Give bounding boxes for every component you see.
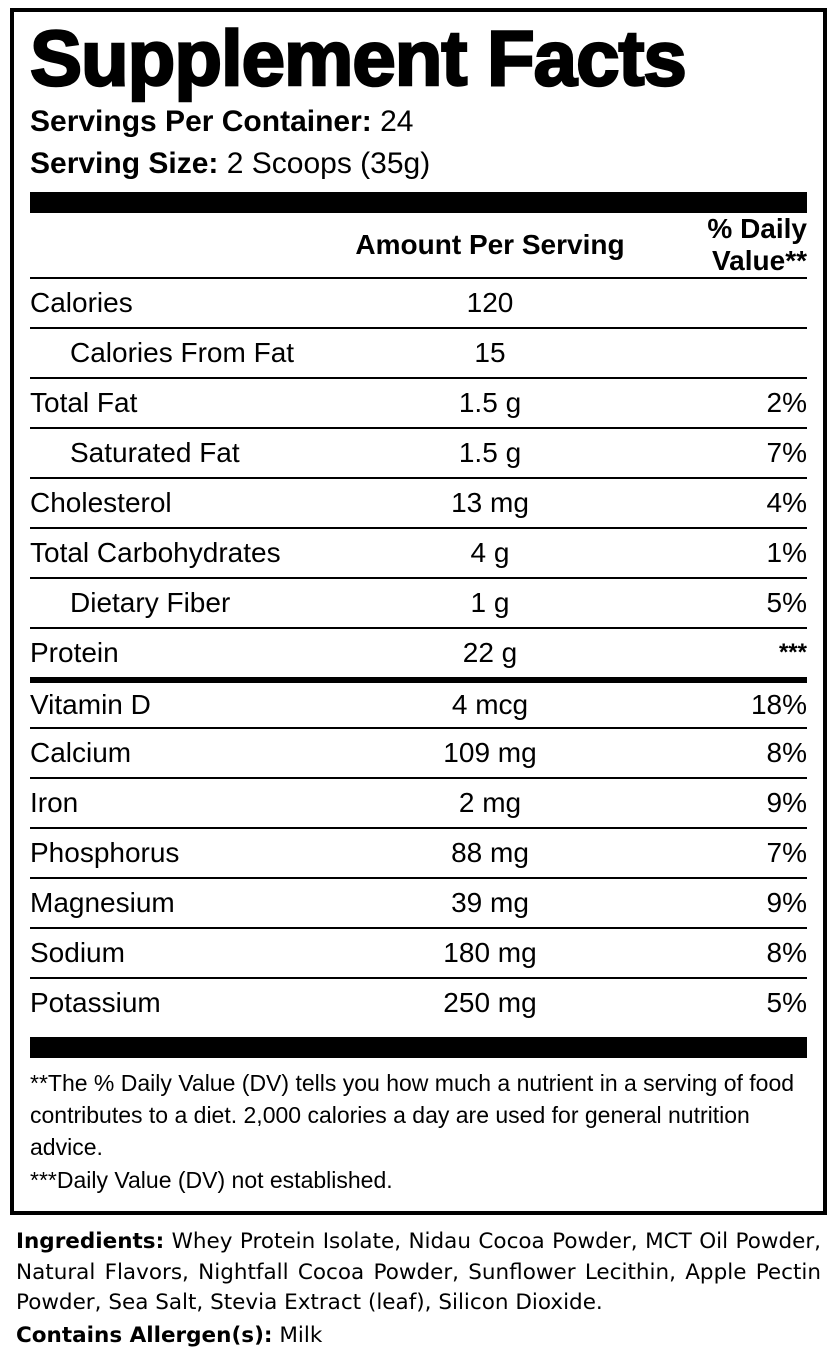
nutrient-name: Total Carbohydrates [30, 537, 281, 569]
nutrient-dv: 5% [766, 587, 807, 619]
ingredients-paragraph: Ingredients: Whey Protein Isolate, Nidau… [16, 1227, 821, 1319]
nutrient-amount: 1.5 g [458, 387, 522, 419]
table-row-calories: Calories 120 [30, 277, 807, 327]
nutrient-amount: 250 mg [443, 987, 537, 1019]
table-row-protein: Protein 22 g *** [30, 627, 807, 677]
panel-title: Supplement Facts [29, 14, 688, 102]
table-row-potassium: Potassium 250 mg 5% [30, 977, 807, 1027]
nutrient-amount: 39 mg [451, 887, 529, 919]
ingredients-label: Ingredients: [16, 1229, 165, 1255]
daily-value-footnote: **The % Daily Value (DV) tells you how m… [30, 1070, 795, 1160]
nutrient-name: Calcium [30, 737, 132, 769]
nutrient-dv: 7% [766, 437, 807, 469]
table-row-saturated-fat: Saturated Fat 1.5 g 7% [30, 427, 807, 477]
nutrient-name: Dietary Fiber [70, 587, 231, 619]
table-header-row: Amount Per Serving % Daily Value** [30, 213, 807, 277]
nutrient-dv: 5% [766, 987, 807, 1019]
serving-size-label: Serving Size: [30, 146, 219, 180]
table-row-vitamin-d: Vitamin D 4 mcg 18% [30, 677, 807, 727]
nutrient-name: Calories [30, 287, 133, 319]
nutrient-dv: 9% [766, 887, 807, 919]
serving-size-value: 2 Scoops (35g) [226, 146, 431, 180]
table-row-magnesium: Magnesium 39 mg 9% [30, 877, 807, 927]
allergen-line: Contains Allergen(s): Milk [16, 1321, 821, 1352]
nutrient-amount: 120 [466, 287, 514, 319]
nutrient-amount: 22 g [462, 637, 518, 669]
nutrient-amount: 4 g [470, 537, 510, 569]
nutrient-dv: 8% [766, 737, 807, 769]
nutrient-name: Iron [30, 787, 79, 819]
footnotes: **The % Daily Value (DV) tells you how m… [30, 1068, 807, 1197]
nutrient-dv: 9% [766, 787, 807, 819]
nutrient-name: Calories From Fat [70, 337, 295, 369]
nutrient-amount: 1.5 g [458, 437, 522, 469]
nutrient-amount: 1 g [470, 587, 510, 619]
allergen-value: Milk [279, 1322, 323, 1348]
nutrient-amount: 4 mcg [451, 689, 529, 721]
servings-per-container-label: Servings Per Container: [30, 105, 372, 139]
nutrient-name: Total Fat [30, 387, 138, 419]
header-percent-daily-value: % Daily Value** [707, 213, 807, 277]
nutrient-dv: 7% [766, 837, 807, 869]
nutrient-amount: 13 mg [451, 487, 529, 519]
nutrient-amount: 15 [474, 337, 506, 369]
nutrient-name: Vitamin D [30, 689, 151, 721]
nutrient-name: Magnesium [30, 887, 175, 919]
table-row-cholesterol: Cholesterol 13 mg 4% [30, 477, 807, 527]
allergen-label: Contains Allergen(s): [16, 1322, 273, 1348]
header-amount-per-serving: Amount Per Serving [355, 229, 625, 261]
nutrient-amount: 109 mg [443, 737, 537, 769]
nutrient-amount: 2 mg [458, 787, 522, 819]
nutrient-name: Cholesterol [30, 487, 172, 519]
nutrient-name: Phosphorus [30, 837, 180, 869]
dv-not-established-footnote: ***Daily Value (DV) not established. [30, 1167, 393, 1194]
table-row-calcium: Calcium 109 mg 8% [30, 727, 807, 777]
table-row-dietary-fiber: Dietary Fiber 1 g 5% [30, 577, 807, 627]
table-row-phosphorus: Phosphorus 88 mg 7% [30, 827, 807, 877]
supplement-facts-panel: Supplement Facts Servings Per Container:… [10, 8, 827, 1216]
table-row-calories-from-fat: Calories From Fat 15 [30, 327, 807, 377]
table-row-iron: Iron 2 mg 9% [30, 777, 807, 827]
servings-per-container-value: 24 [380, 105, 414, 139]
divider-bar-top [30, 192, 807, 214]
ingredients-section: Ingredients: Whey Protein Isolate, Nidau… [10, 1215, 827, 1351]
nutrient-name: Sodium [30, 937, 125, 969]
nutrient-amount: 180 mg [443, 937, 537, 969]
nutrient-dv: 1% [766, 537, 807, 569]
nutrient-dv: *** [778, 639, 807, 667]
nutrient-dv: 8% [766, 937, 807, 969]
table-row-total-fat: Total Fat 1.5 g 2% [30, 377, 807, 427]
nutrient-dv: 2% [766, 387, 807, 419]
table-row-sodium: Sodium 180 mg 8% [30, 927, 807, 977]
divider-bar-bottom [30, 1037, 807, 1059]
nutrient-name: Protein [30, 637, 119, 669]
nutrient-name: Potassium [30, 987, 161, 1019]
serving-size-line: Serving Size: 2 Scoops (35g) [30, 145, 807, 183]
nutrient-name: Saturated Fat [70, 437, 240, 469]
table-row-total-carbohydrates: Total Carbohydrates 4 g 1% [30, 527, 807, 577]
nutrient-dv: 18% [750, 689, 807, 721]
nutrient-amount: 88 mg [451, 837, 529, 869]
nutrient-dv: 4% [766, 487, 807, 519]
servings-per-container-line: Servings Per Container: 24 [30, 103, 807, 141]
